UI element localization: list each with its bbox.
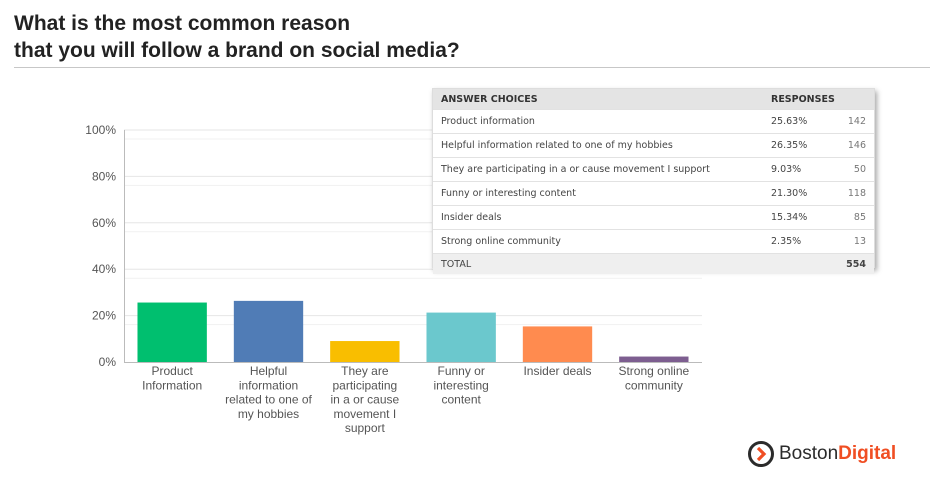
y-tick-label: 100% xyxy=(85,123,116,137)
table-row: They are participating in a or cause mov… xyxy=(433,157,874,182)
chevron-right-icon xyxy=(748,441,774,467)
table-row: Strong online community 2.35% 13 xyxy=(433,229,874,254)
x-tick-label: interesting xyxy=(433,378,488,392)
bar xyxy=(426,312,496,362)
answer-choice: Strong online community xyxy=(433,229,763,254)
bar xyxy=(619,356,689,362)
response-count: 50 xyxy=(821,157,874,182)
logo-text-boston: Boston xyxy=(779,443,839,464)
response-count: 13 xyxy=(821,229,874,254)
table-total-row: TOTAL 554 xyxy=(433,253,874,274)
x-tick-label: support xyxy=(345,421,386,435)
response-count: 118 xyxy=(821,181,874,206)
title-line-2: that you will follow a brand on social m… xyxy=(14,39,460,62)
y-tick-label: 20% xyxy=(92,309,116,323)
x-tick-label: content xyxy=(441,393,481,407)
y-tick-label: 40% xyxy=(92,262,116,276)
response-percent: 9.03% xyxy=(763,157,821,182)
x-tick-label: Product xyxy=(151,364,193,378)
answer-choice: Funny or interesting content xyxy=(433,181,763,206)
x-tick-label: my hobbies xyxy=(238,407,299,421)
response-percent: 21.30% xyxy=(763,181,821,206)
header-answer-choices: ANSWER CHOICES xyxy=(433,89,763,110)
bar xyxy=(330,341,400,362)
x-tick-label: Funny or xyxy=(437,364,484,378)
responses-table-card: ANSWER CHOICES RESPONSES Product informa… xyxy=(432,88,875,274)
title-divider xyxy=(14,67,930,68)
responses-table: ANSWER CHOICES RESPONSES Product informa… xyxy=(433,89,874,274)
total-label: TOTAL xyxy=(433,253,763,274)
header-responses: RESPONSES xyxy=(763,89,874,110)
response-count: 146 xyxy=(821,133,874,158)
x-tick-label: Information xyxy=(142,378,202,392)
table-header-row: ANSWER CHOICES RESPONSES xyxy=(433,89,874,110)
x-tick-label: Helpful xyxy=(250,364,287,378)
x-tick-label: in a or cause xyxy=(330,393,399,407)
y-tick-label: 0% xyxy=(99,355,117,369)
bar xyxy=(522,326,593,362)
table-row: Helpful information related to one of my… xyxy=(433,133,874,158)
x-tick-label: related to one of xyxy=(225,393,312,407)
answer-choice: Helpful information related to one of my… xyxy=(433,133,763,158)
bar xyxy=(233,300,304,362)
x-tick-label: community xyxy=(625,378,683,392)
table-row: Product information 25.63% 142 xyxy=(433,109,874,134)
x-tick-label: participating xyxy=(332,378,397,392)
response-count: 85 xyxy=(821,205,874,230)
x-tick-label: Insider deals xyxy=(523,364,591,378)
response-count: 142 xyxy=(821,109,874,134)
table-row: Funny or interesting content 21.30% 118 xyxy=(433,181,874,206)
title-line-1: What is the most common reason xyxy=(14,12,351,35)
x-tick-label: They are xyxy=(341,364,389,378)
y-tick-label: 80% xyxy=(92,169,116,183)
x-tick-label: information xyxy=(239,378,298,392)
answer-choice: Product information xyxy=(433,109,763,134)
answer-choice: Insider deals xyxy=(433,205,763,230)
table-row: Insider deals 15.34% 85 xyxy=(433,205,874,230)
bar xyxy=(137,302,207,362)
logo-text-digital: Digital xyxy=(838,443,897,464)
bostondigital-logo: BostonDigital xyxy=(748,438,918,470)
response-percent: 2.35% xyxy=(763,229,821,254)
response-percent: 26.35% xyxy=(763,133,821,158)
response-percent: 25.63% xyxy=(763,109,821,134)
x-tick-label: Strong online xyxy=(618,364,689,378)
x-tick-label: movement I xyxy=(333,407,396,421)
y-tick-label: 60% xyxy=(92,216,116,230)
answer-choice: They are participating in a or cause mov… xyxy=(433,157,763,182)
response-percent: 15.34% xyxy=(763,205,821,230)
page-title: What is the most common reason that you … xyxy=(14,10,460,64)
total-count: 554 xyxy=(821,253,874,274)
